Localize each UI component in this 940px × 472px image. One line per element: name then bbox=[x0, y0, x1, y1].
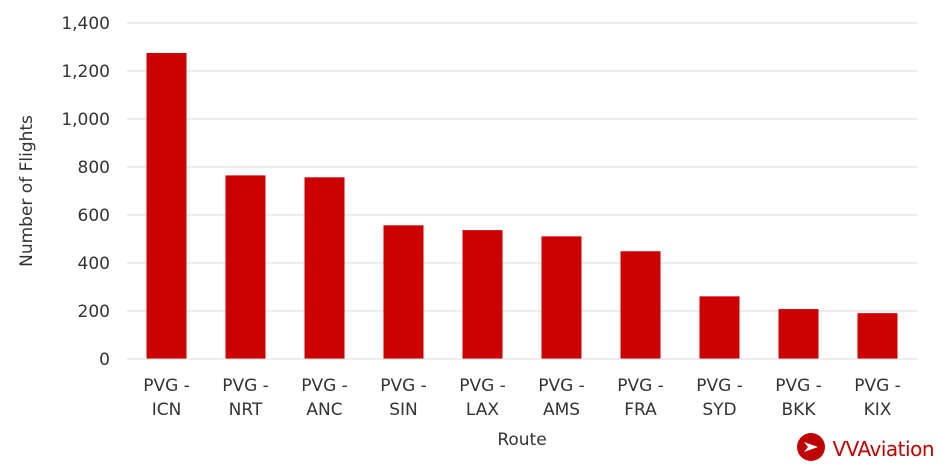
bar bbox=[462, 230, 503, 359]
y-tick-label: 1,400 bbox=[61, 14, 110, 34]
brand-name: VVAviation bbox=[832, 437, 934, 461]
y-axis-tick-labels: 0 200 400 600 800 1,000 1,200 1,400 bbox=[61, 14, 110, 370]
bar bbox=[620, 251, 661, 359]
bar bbox=[857, 313, 898, 359]
y-tick-label: 600 bbox=[78, 206, 110, 226]
bar bbox=[304, 177, 345, 359]
vv-aviation-logo-icon bbox=[796, 432, 826, 466]
y-tick-label: 1,000 bbox=[61, 110, 110, 130]
bar bbox=[225, 175, 266, 359]
y-tick-label: 200 bbox=[78, 302, 110, 322]
x-tick-label: PVG -BKK bbox=[775, 376, 822, 420]
x-tick-label: PVG -NRT bbox=[222, 376, 269, 420]
x-tick-label: PVG -KIX bbox=[854, 376, 901, 420]
y-tick-label: 800 bbox=[78, 158, 110, 178]
x-axis-title: Route bbox=[497, 430, 546, 450]
bar bbox=[778, 309, 819, 359]
y-tick-label: 0 bbox=[99, 350, 110, 370]
x-tick-label: PVG -ICN bbox=[143, 376, 190, 420]
x-tick-label: PVG -SIN bbox=[380, 376, 427, 420]
x-tick-label: PVG -ANC bbox=[301, 376, 348, 420]
y-axis-title: Number of Flights bbox=[17, 115, 37, 267]
x-axis-tick-labels: PVG -ICN PVG -NRT PVG -ANC PVG -SIN PVG -LAX… bbox=[143, 376, 901, 420]
bars bbox=[146, 53, 898, 359]
x-tick-label: PVG -FRA bbox=[617, 376, 664, 420]
x-tick-label: PVG -LAX bbox=[459, 376, 506, 420]
bar bbox=[146, 53, 187, 359]
brand-logo: VVAviation bbox=[796, 432, 934, 466]
bar bbox=[383, 225, 424, 359]
bar bbox=[541, 236, 582, 359]
x-tick-label: PVG -AMS bbox=[538, 376, 585, 420]
bar bbox=[699, 296, 740, 359]
x-tick-label: PVG -SYD bbox=[696, 376, 743, 420]
y-tick-label: 1,200 bbox=[61, 62, 110, 82]
y-tick-label: 400 bbox=[78, 254, 110, 274]
